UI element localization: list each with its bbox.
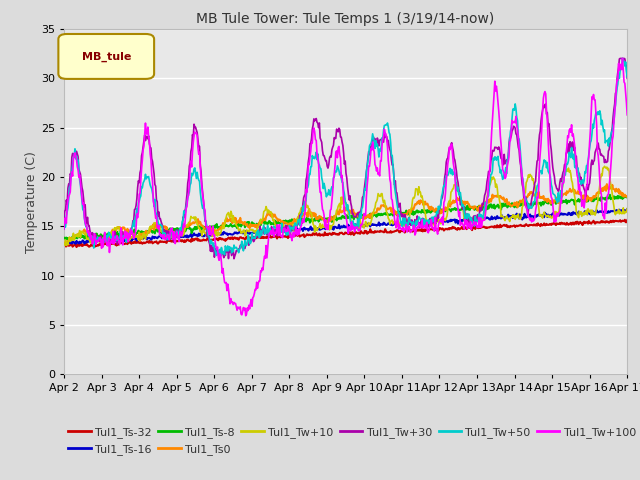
- FancyBboxPatch shape: [58, 34, 154, 79]
- Title: MB Tule Tower: Tule Temps 1 (3/19/14-now): MB Tule Tower: Tule Temps 1 (3/19/14-now…: [196, 12, 495, 26]
- Y-axis label: Temperature (C): Temperature (C): [25, 151, 38, 252]
- Text: MB_tule: MB_tule: [81, 51, 131, 61]
- Legend: Tul1_Ts-32, Tul1_Ts-16, Tul1_Ts-8, Tul1_Ts0, Tul1_Tw+10, Tul1_Tw+30, Tul1_Tw+50,: Tul1_Ts-32, Tul1_Ts-16, Tul1_Ts-8, Tul1_…: [64, 423, 640, 459]
